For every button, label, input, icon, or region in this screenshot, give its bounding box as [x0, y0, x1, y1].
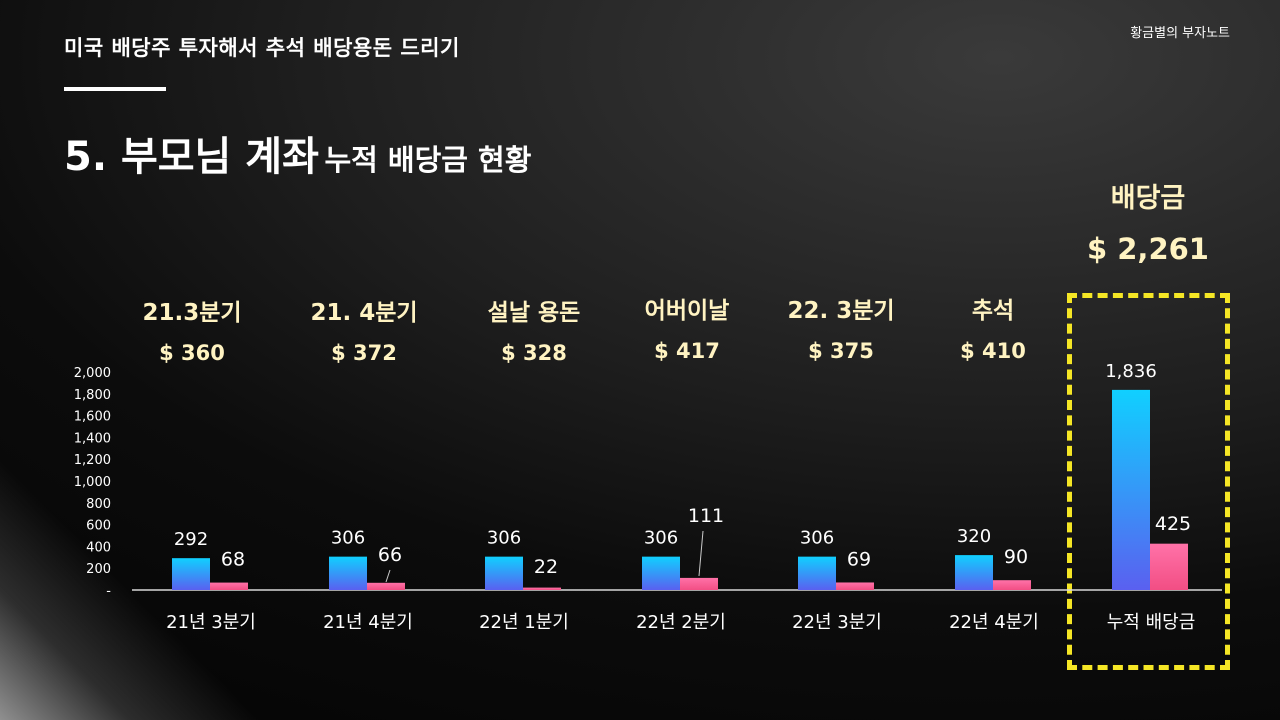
data-label-series2: 22 — [534, 556, 558, 578]
data-label-series2: 90 — [1004, 546, 1028, 568]
y-tick-label: 1,600 — [74, 410, 111, 425]
slide-subtitle: 미국 배당주 투자해서 추석 배당용돈 드리기 — [64, 36, 460, 60]
y-tick-label: 1,200 — [74, 453, 111, 468]
bar-series1 — [329, 556, 367, 590]
bar-series1 — [798, 556, 836, 590]
period-amount-5: $ 375 — [808, 339, 874, 363]
data-label-series2: 66 — [378, 544, 402, 566]
period-amount-3: $ 328 — [501, 341, 567, 365]
brand-label: 황금별의 부자노트 — [1130, 26, 1230, 41]
y-tick-label: - — [106, 584, 111, 599]
bar-series1 — [1112, 389, 1150, 590]
data-label-series2: 69 — [847, 548, 871, 570]
bar-series2 — [993, 580, 1031, 590]
y-tick-label: 800 — [86, 497, 111, 512]
leader-line — [385, 569, 391, 583]
y-tick-label: 1,400 — [74, 431, 111, 446]
data-label-series1: 320 — [957, 526, 991, 547]
y-tick-label: 600 — [86, 519, 111, 534]
period-amount-2: $ 372 — [331, 341, 397, 365]
title-sub: 누적 배당금 현황 — [324, 143, 532, 177]
data-label-series2: 425 — [1155, 513, 1191, 535]
bar-series1 — [955, 555, 993, 590]
period-amount-4: $ 417 — [654, 339, 720, 363]
total-amount: $ 2,261 — [1086, 232, 1209, 266]
data-label-series1: 306 — [800, 528, 834, 549]
y-tick-label: 1,000 — [74, 475, 111, 490]
bar-series2 — [210, 582, 248, 590]
data-label-series1: 306 — [331, 528, 365, 549]
period-amount-6: $ 410 — [960, 339, 1026, 363]
period-amount-1: $ 360 — [159, 341, 225, 365]
leader-line — [698, 530, 704, 577]
bar-series2 — [836, 582, 874, 590]
title-main: 5. 부모님 계좌 — [64, 134, 319, 180]
page-title: 5. 부모님 계좌 누적 배당금 현황 — [64, 124, 531, 182]
bar-series2 — [523, 587, 561, 590]
bar-series1 — [172, 558, 210, 590]
bar-series2 — [680, 577, 718, 590]
data-label-series2: 111 — [688, 505, 724, 527]
period-label-4: 어버이날 — [644, 298, 730, 324]
bar-series1 — [485, 556, 523, 590]
data-label-series1: 292 — [174, 529, 208, 550]
period-label-1: 21.3분기 — [142, 300, 242, 326]
x-category-label: 누적 배당금 — [1107, 612, 1196, 633]
y-tick-label: 1,800 — [74, 388, 111, 403]
period-label-3: 설날 용돈 — [487, 300, 581, 326]
total-label: 배당금 — [1110, 183, 1186, 214]
x-category-label: 22년 2분기 — [636, 612, 726, 633]
bar-series2 — [1150, 543, 1188, 590]
x-category-label: 22년 1분기 — [479, 612, 569, 633]
period-label-6: 추석 — [971, 298, 1015, 324]
bar-series2 — [367, 582, 405, 590]
total-highlight-box — [1067, 293, 1230, 670]
bar-series1 — [642, 556, 680, 590]
x-category-label: 21년 3분기 — [166, 612, 256, 633]
x-category-label: 22년 3분기 — [792, 612, 882, 633]
x-category-label: 21년 4분기 — [323, 612, 413, 633]
period-label-5: 22. 3분기 — [787, 298, 895, 324]
x-category-label: 22년 4분기 — [949, 612, 1039, 633]
period-label-2: 21. 4분기 — [310, 300, 418, 326]
data-label-series1: 1,836 — [1105, 361, 1157, 382]
data-label-series2: 68 — [221, 549, 245, 571]
data-label-series1: 306 — [487, 528, 521, 549]
y-tick-label: 200 — [86, 562, 111, 577]
y-tick-label: 400 — [86, 540, 111, 555]
data-label-series1: 306 — [644, 528, 678, 549]
subtitle-underline — [64, 87, 166, 91]
y-tick-label: 2,000 — [74, 366, 111, 381]
